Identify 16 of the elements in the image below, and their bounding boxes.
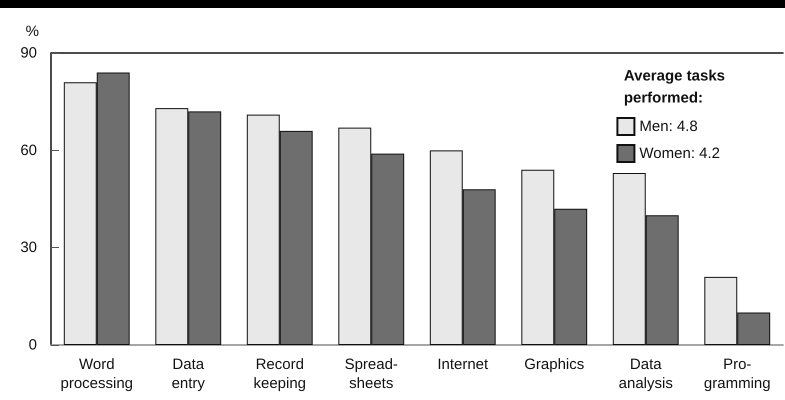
y-tick-label: 30: [20, 239, 37, 256]
x-tick-label: Word processing: [60, 356, 134, 392]
legend-label: Men: 4.8: [639, 118, 698, 135]
x-tick-label: Data entry: [172, 356, 206, 392]
legend-title: Average tasks performed:: [624, 68, 726, 106]
x-tick-label: Data analysis: [618, 356, 673, 392]
legend-label: Women: 4.2: [639, 145, 720, 162]
y-tick-label: 90: [20, 44, 37, 62]
y-tick-label: 60: [20, 142, 37, 159]
y-axis-title: %: [26, 23, 39, 40]
x-tick-label: Record keeping: [253, 356, 306, 392]
x-tick-label: Pro- gramming: [704, 356, 771, 392]
x-tick-label: Graphics: [524, 356, 584, 373]
x-tick-label: Spread- sheets: [344, 356, 398, 392]
x-tick-label: Internet: [437, 356, 490, 373]
y-tick-label: 0: [28, 336, 37, 354]
